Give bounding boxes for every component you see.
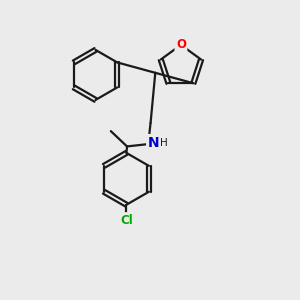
Text: Cl: Cl bbox=[120, 214, 133, 226]
Text: O: O bbox=[176, 38, 186, 51]
Text: N: N bbox=[148, 136, 159, 150]
Text: H: H bbox=[160, 139, 167, 148]
